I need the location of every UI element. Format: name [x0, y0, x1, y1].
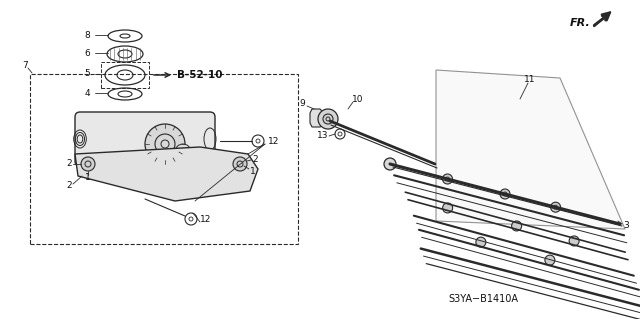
- Text: 12: 12: [268, 137, 280, 145]
- Circle shape: [500, 189, 510, 199]
- Text: 8: 8: [84, 31, 90, 40]
- Text: 10: 10: [352, 94, 364, 103]
- Text: 4: 4: [84, 88, 90, 98]
- Polygon shape: [436, 70, 625, 229]
- Text: 11: 11: [524, 75, 536, 84]
- Text: 6: 6: [84, 48, 90, 57]
- Text: B-52-10: B-52-10: [177, 70, 223, 80]
- Text: 12: 12: [200, 214, 211, 224]
- Circle shape: [476, 237, 486, 247]
- Text: S3YA−B1410A: S3YA−B1410A: [448, 294, 518, 304]
- Text: 1: 1: [250, 167, 256, 175]
- Text: 3: 3: [623, 221, 628, 231]
- Circle shape: [443, 203, 452, 213]
- Text: 5: 5: [84, 70, 90, 78]
- Circle shape: [81, 157, 95, 171]
- Text: 1: 1: [85, 173, 91, 182]
- Circle shape: [145, 124, 185, 164]
- Circle shape: [318, 109, 338, 129]
- Bar: [101, 62, 149, 88]
- Circle shape: [550, 202, 561, 212]
- Polygon shape: [75, 147, 258, 201]
- Text: 2: 2: [252, 154, 258, 164]
- Circle shape: [384, 158, 396, 170]
- Circle shape: [175, 144, 191, 160]
- Circle shape: [233, 157, 247, 171]
- Polygon shape: [310, 109, 325, 127]
- Text: 9: 9: [300, 100, 305, 108]
- Circle shape: [545, 255, 555, 265]
- Bar: [30, 74, 298, 244]
- Circle shape: [442, 174, 452, 184]
- Circle shape: [511, 221, 522, 231]
- Text: FR.: FR.: [570, 18, 591, 28]
- Text: 2: 2: [67, 160, 72, 168]
- Circle shape: [569, 236, 579, 246]
- FancyArrowPatch shape: [594, 15, 609, 25]
- FancyBboxPatch shape: [75, 112, 215, 166]
- Text: 2: 2: [67, 182, 72, 190]
- Text: 7: 7: [22, 62, 28, 70]
- Text: 13: 13: [317, 131, 328, 140]
